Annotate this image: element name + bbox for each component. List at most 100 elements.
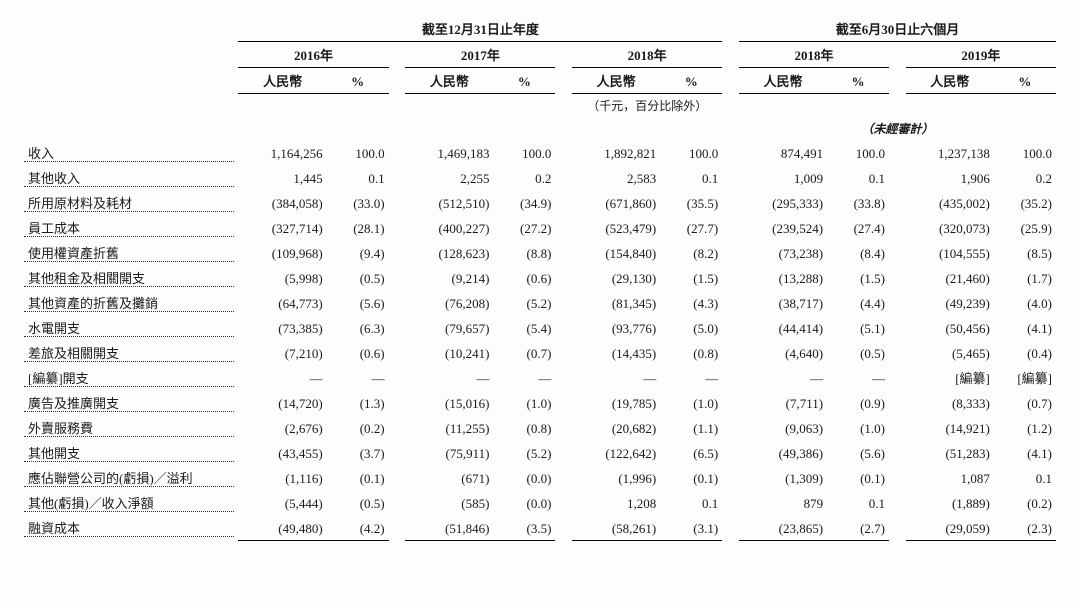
cell-pct: (0.8) [660, 340, 722, 365]
cell-value: (79,657) [405, 315, 493, 340]
cell-pct: (0.1) [327, 465, 389, 490]
col-2018h: 2018年 [739, 42, 889, 68]
cell-pct: (1.1) [660, 415, 722, 440]
cell-value: (11,255) [405, 415, 493, 440]
cell-pct: 100.0 [493, 140, 555, 165]
cell-value: (671) [405, 465, 493, 490]
period-annual: 截至12月31日止年度 [238, 16, 722, 42]
cell-value: 1,087 [906, 465, 994, 490]
cell-pct: (0.4) [994, 340, 1056, 365]
cell-pct: (9.4) [327, 240, 389, 265]
row-label: 員工成本 [24, 215, 238, 240]
cell-value: (585) [405, 490, 493, 515]
cell-pct: (3.5) [493, 515, 555, 540]
cell-value: (384,058) [238, 190, 326, 215]
cell-value: 1,892,821 [572, 140, 660, 165]
cell-value: (128,623) [405, 240, 493, 265]
cell-value: (21,460) [906, 265, 994, 290]
cell-value: (109,968) [238, 240, 326, 265]
row-label: 其他收入 [24, 165, 238, 190]
cell-value: (512,510) [405, 190, 493, 215]
row-label: 融資成本 [24, 515, 238, 540]
cell-pct: — [660, 365, 722, 390]
cell-pct: (6.5) [660, 440, 722, 465]
cell-value: (7,210) [238, 340, 326, 365]
cell-value: 2,255 [405, 165, 493, 190]
cell-pct: (33.0) [327, 190, 389, 215]
cell-value: (50,456) [906, 315, 994, 340]
row-label: 收入 [24, 140, 238, 165]
cell-value: (51,846) [405, 515, 493, 540]
cell-pct: (4.0) [994, 290, 1056, 315]
table-row: 外賣服務費(2,676)(0.2)(11,255)(0.8)(20,682)(1… [24, 415, 1056, 440]
cell-pct: — [327, 365, 389, 390]
cell-value: (9,214) [405, 265, 493, 290]
row-label: 所用原材料及耗材 [24, 190, 238, 215]
table-row: 差旅及相關開支(7,210)(0.6)(10,241)(0.7)(14,435)… [24, 340, 1056, 365]
cell-pct: 0.1 [994, 465, 1056, 490]
cell-pct: (0.6) [493, 265, 555, 290]
cell-value: (1,116) [238, 465, 326, 490]
cell-pct: [編纂] [994, 365, 1056, 390]
row-label: 其他(虧損)／收入淨額 [24, 490, 238, 515]
cell-value: — [405, 365, 493, 390]
cell-value: (23,865) [739, 515, 827, 540]
cell-pct: (35.5) [660, 190, 722, 215]
table-row: 其他(虧損)／收入淨額(5,444)(0.5)(585)(0.0)1,2080.… [24, 490, 1056, 515]
cell-value: (295,333) [739, 190, 827, 215]
cell-value: 879 [739, 490, 827, 515]
table-row: 其他資產的折舊及攤銷(64,773)(5.6)(76,208)(5.2)(81,… [24, 290, 1056, 315]
cell-pct: (1.5) [827, 265, 889, 290]
cell-value: (239,524) [739, 215, 827, 240]
cell-value: (75,911) [405, 440, 493, 465]
cell-pct: (5.1) [827, 315, 889, 340]
cell-value: 1,009 [739, 165, 827, 190]
cell-value: (7,711) [739, 390, 827, 415]
cell-value: 2,583 [572, 165, 660, 190]
cell-pct: (3.1) [660, 515, 722, 540]
cell-pct: (34.9) [493, 190, 555, 215]
cell-value: (58,261) [572, 515, 660, 540]
cell-value: [編纂] [906, 365, 994, 390]
cell-pct: 0.1 [827, 490, 889, 515]
cell-value: (14,435) [572, 340, 660, 365]
cell-pct: (1.3) [327, 390, 389, 415]
pct-header: % [493, 68, 555, 94]
cell-pct: (8.8) [493, 240, 555, 265]
pct-header: % [827, 68, 889, 94]
period-half: 截至6月30日止六個月 [739, 16, 1056, 42]
pct-header: % [327, 68, 389, 94]
cell-value: (104,555) [906, 240, 994, 265]
cell-value: (400,227) [405, 215, 493, 240]
cell-pct: 0.2 [493, 165, 555, 190]
cell-value: (1,996) [572, 465, 660, 490]
table-row: 使用權資產折舊(109,968)(9.4)(128,623)(8.8)(154,… [24, 240, 1056, 265]
cell-pct: (27.4) [827, 215, 889, 240]
row-label: 應佔聯營公司的(虧損)／溢利 [24, 465, 238, 490]
unaudited-note: （未經審計） [739, 117, 1056, 140]
cell-value: — [572, 365, 660, 390]
cell-pct: — [493, 365, 555, 390]
cell-pct: (0.7) [493, 340, 555, 365]
cell-value: (10,241) [405, 340, 493, 365]
cell-pct: (0.2) [994, 490, 1056, 515]
cell-value: (43,455) [238, 440, 326, 465]
cell-value: (2,676) [238, 415, 326, 440]
cell-value: (15,016) [405, 390, 493, 415]
cell-value: (19,785) [572, 390, 660, 415]
cell-pct: (28.1) [327, 215, 389, 240]
cell-value: (671,860) [572, 190, 660, 215]
cell-pct: (5.2) [493, 290, 555, 315]
cell-value: (320,073) [906, 215, 994, 240]
cell-pct: (2.7) [827, 515, 889, 540]
cell-pct: 0.1 [827, 165, 889, 190]
cell-pct: (5.6) [827, 440, 889, 465]
cell-pct: — [827, 365, 889, 390]
col-2019h: 2019年 [906, 42, 1056, 68]
cell-value: 1,469,183 [405, 140, 493, 165]
cell-value: (327,714) [238, 215, 326, 240]
cell-pct: 0.1 [660, 165, 722, 190]
cell-value: (122,642) [572, 440, 660, 465]
table-row: [編纂]開支————————[編纂][編纂] [24, 365, 1056, 390]
cell-value: (154,840) [572, 240, 660, 265]
